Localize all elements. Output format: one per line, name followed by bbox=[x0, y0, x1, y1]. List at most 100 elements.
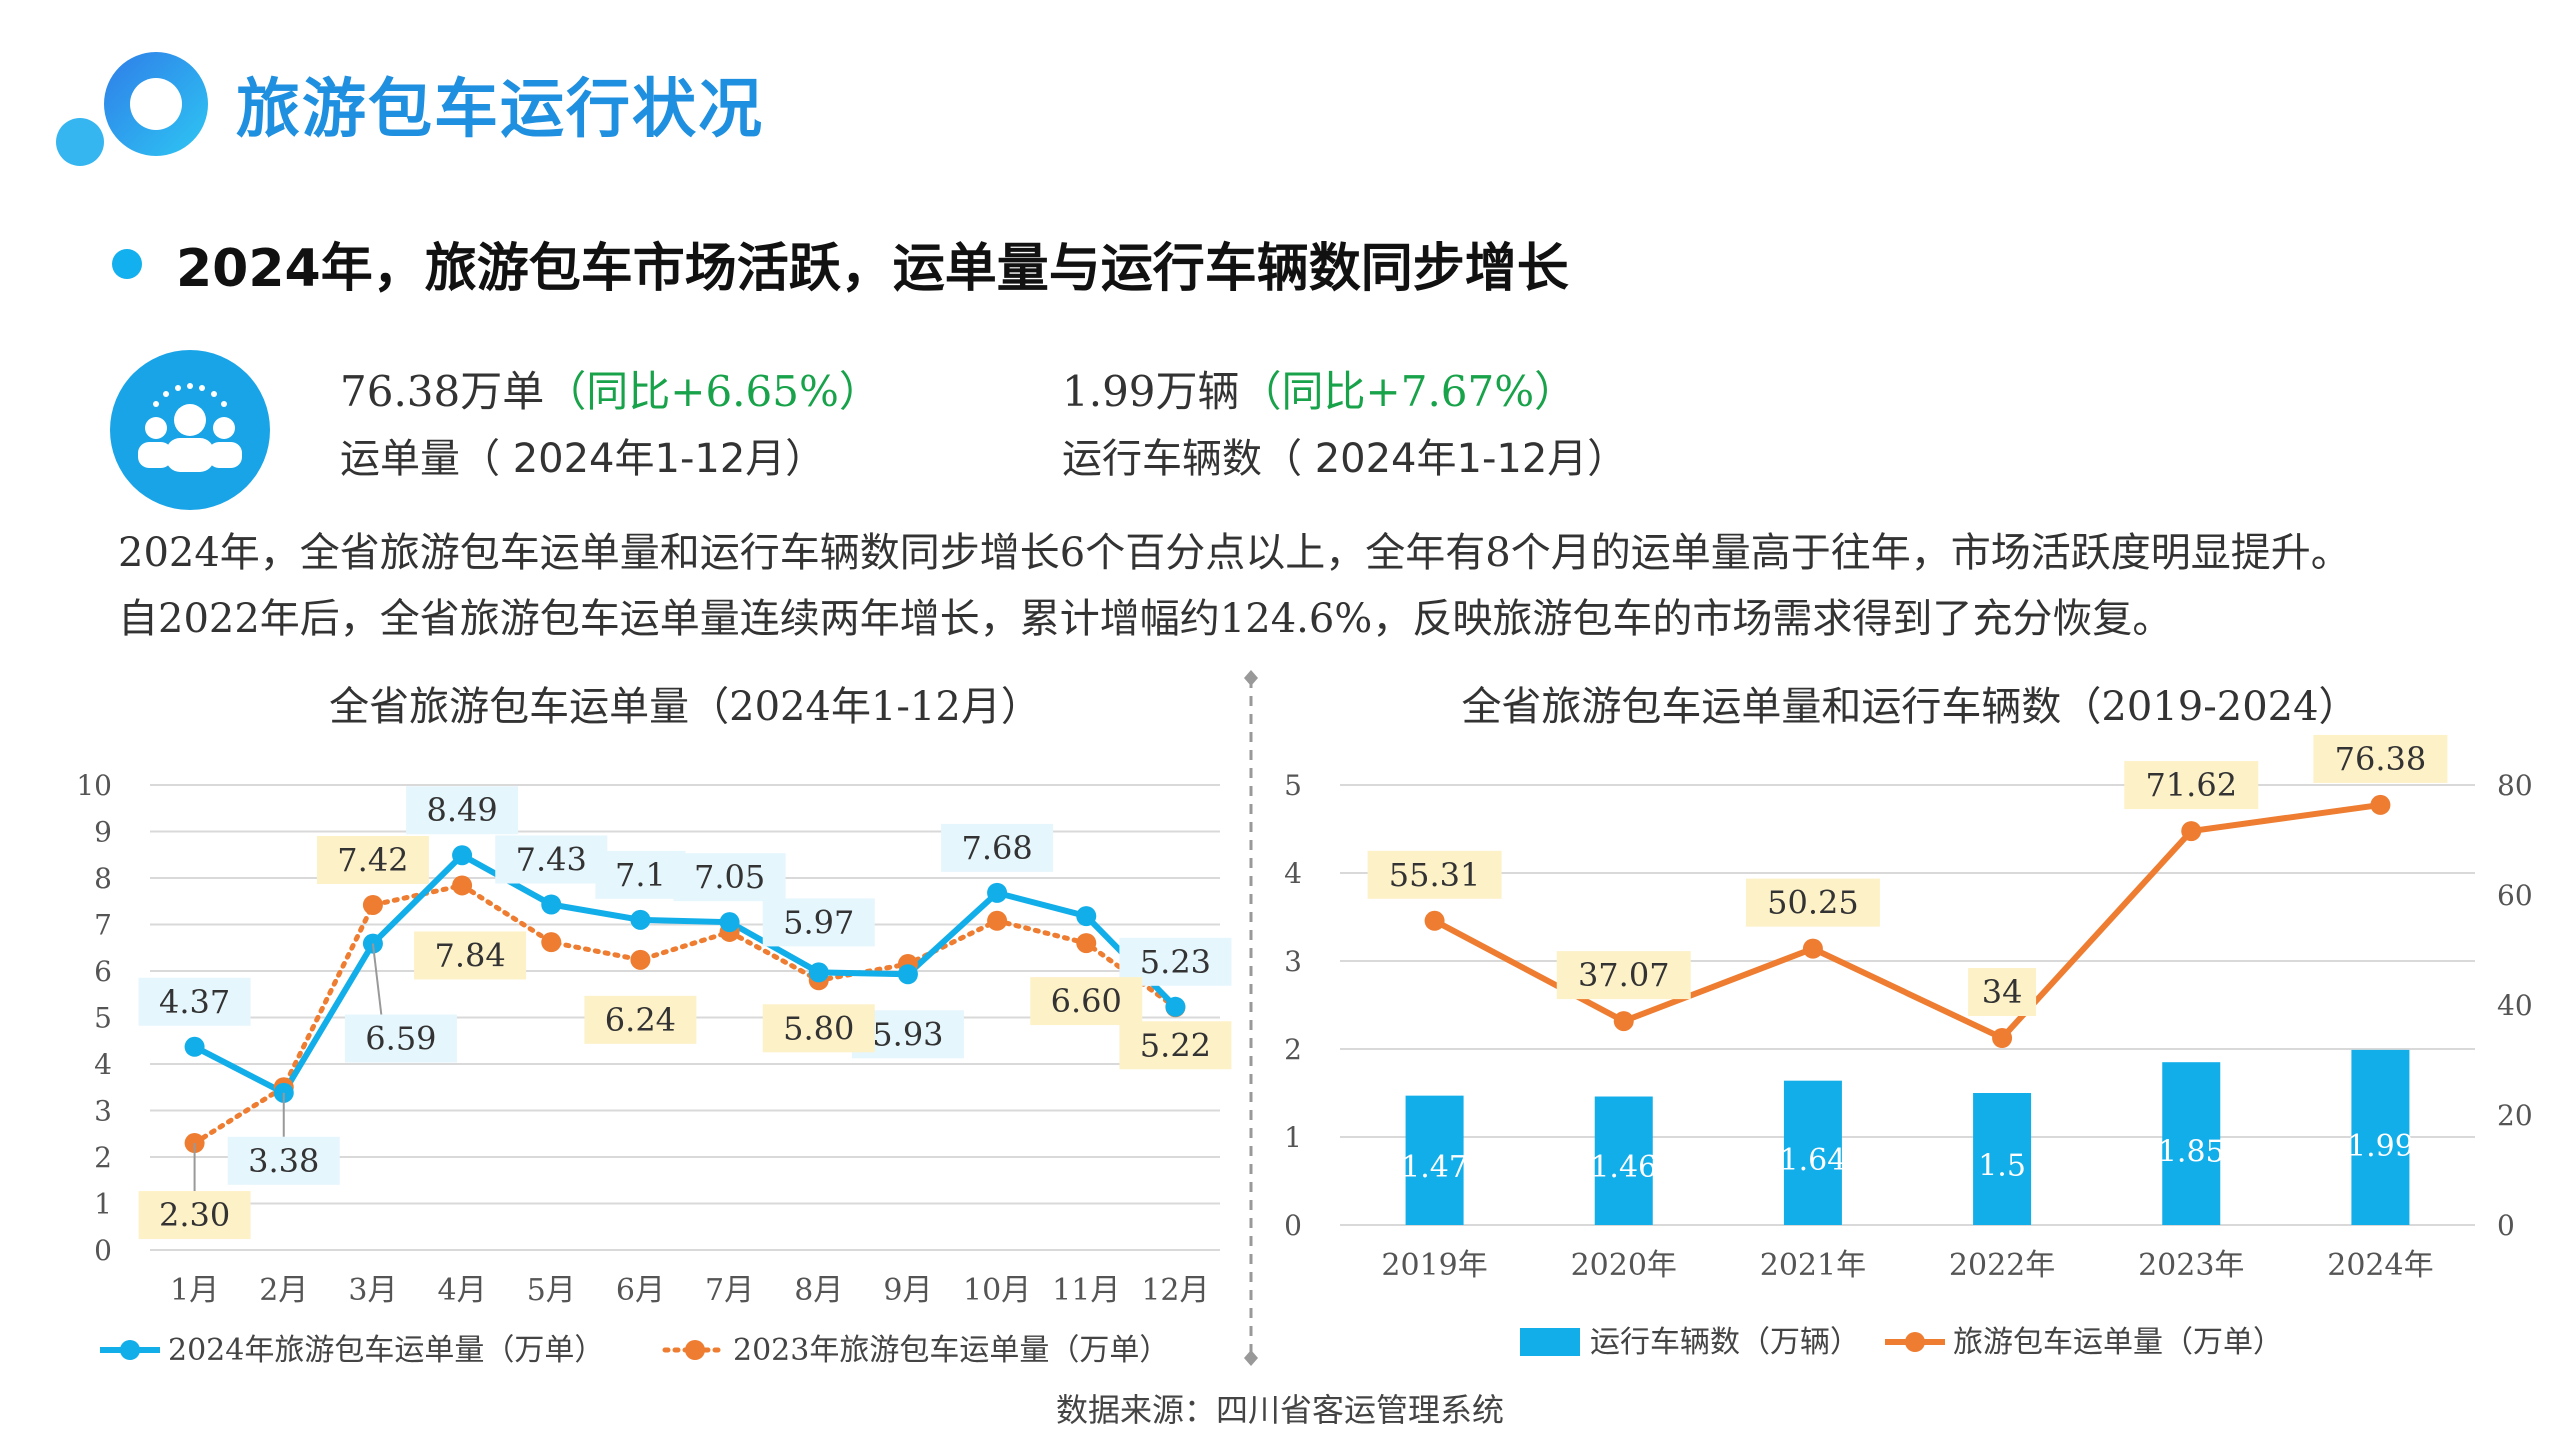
chart2-line-label-box bbox=[2313, 734, 2448, 783]
chart1-y-tick: 9 bbox=[94, 816, 112, 849]
chart1-legend-2024-label: 2024年旅游包车运单量（万单） bbox=[168, 1333, 604, 1368]
chart1-label-2023: 7.42 bbox=[337, 841, 408, 879]
chart2-x-tick: 2019年 bbox=[1381, 1248, 1487, 1283]
ring-logo-icon bbox=[56, 52, 208, 166]
chart2-bar bbox=[1405, 1095, 1464, 1225]
chart2-y-tick: 0 bbox=[1284, 1209, 1302, 1242]
chart2-x-tick: 2024年 bbox=[2327, 1248, 2433, 1283]
chart1-label-2024-box bbox=[138, 977, 251, 1026]
chart1-y-tick: 7 bbox=[94, 909, 112, 942]
chart2-line-label: 55.31 bbox=[1389, 856, 1481, 894]
chart1-label-2023-box bbox=[316, 835, 429, 884]
chart1-point-2023 bbox=[541, 932, 562, 953]
chart1-label-2023: 5.80 bbox=[783, 1009, 854, 1047]
chart1-series-2023-line bbox=[192, 882, 1178, 1146]
chart2-bar bbox=[1973, 1093, 2032, 1225]
chart2-legend-bar-label: 运行车辆数（万辆） bbox=[1590, 1325, 1860, 1360]
chart-divider bbox=[1244, 670, 1258, 1366]
kpi-vehicle-value: 1.99万辆（同比+7.67%） bbox=[1062, 358, 1576, 419]
chart1-label-2023-box bbox=[1030, 977, 1143, 1026]
chart1-y-tick: 5 bbox=[94, 1002, 112, 1035]
chart1-label-2024-box bbox=[595, 850, 686, 899]
chart1-y-tick: 1 bbox=[94, 1188, 112, 1221]
kpi-waybill-value: 76.38万单（同比+6.65%） bbox=[340, 358, 881, 419]
chart1-legend-2023-label: 2023年旅游包车运单量（万单） bbox=[733, 1333, 1169, 1368]
chart2-x-tick: 2022年 bbox=[1949, 1248, 2055, 1283]
chart2-line-label: 37.07 bbox=[1578, 956, 1670, 994]
chart1-label-2023-box bbox=[762, 1004, 875, 1053]
kpi-waybill-number: 76.38万单 bbox=[340, 367, 545, 416]
chart2-legend-line-label: 旅游包车运单量（万单） bbox=[1953, 1325, 2283, 1360]
chart1-label-2024: 7.43 bbox=[516, 841, 587, 879]
chart1-label-2024: 3.38 bbox=[248, 1142, 319, 1180]
chart1-y-tick: 10 bbox=[76, 769, 112, 802]
chart2-bar bbox=[1783, 1080, 1842, 1225]
chart1-label-2024: 6.59 bbox=[365, 1020, 436, 1058]
chart1-x-tick: 2月 bbox=[259, 1273, 308, 1308]
chart1-label-2023: 6.60 bbox=[1051, 982, 1122, 1020]
chart2-line-label: 34 bbox=[1982, 973, 2023, 1011]
users-group-icon bbox=[110, 350, 270, 510]
chart2-y-tick: 4 bbox=[1284, 857, 1302, 890]
chart1-label-2024-box bbox=[762, 898, 875, 947]
chart1-x-tick: 9月 bbox=[883, 1273, 932, 1308]
paragraph-line-2: 自2022年后，全省旅游包车运单量连续两年增长，累计增幅约124.6%，反映旅游… bbox=[118, 596, 2173, 642]
chart1-legend-2023-marker bbox=[685, 1340, 705, 1360]
chart2-line-label-box bbox=[1745, 878, 1880, 927]
chart2-line-label-box bbox=[1367, 850, 1502, 899]
chart2-y-tick: 2 bbox=[1284, 1033, 1302, 1066]
chart2-bar bbox=[1594, 1096, 1653, 1225]
chart2-y-tick: 1 bbox=[1284, 1121, 1302, 1154]
paragraph-line-1: 2024年，全省旅游包车运单量和运行车辆数同步增长6个百分点以上，全年有8个月的… bbox=[118, 530, 2351, 576]
kpi-vehicle-label: 运行车辆数（ 2024年1-12月） bbox=[1062, 436, 1628, 482]
chart2-y2-tick: 40 bbox=[2497, 989, 2533, 1022]
chart1-label-2024-box bbox=[673, 853, 786, 902]
chart2-line-label: 71.62 bbox=[2145, 766, 2237, 804]
chart1-label-2024: 7.68 bbox=[961, 829, 1032, 867]
chart1-point-2023 bbox=[452, 875, 473, 896]
chart2-line-label-box bbox=[1556, 951, 1691, 1000]
chart2-legend-line-marker bbox=[1905, 1332, 1925, 1352]
chart1-x-tick: 3月 bbox=[348, 1273, 397, 1308]
chart1-point-2024 bbox=[273, 1082, 294, 1103]
chart2-bar-label: 1.64 bbox=[1780, 1143, 1847, 1178]
chart1-x-tick: 11月 bbox=[1052, 1273, 1120, 1308]
chart1-x-tick: 4月 bbox=[438, 1273, 487, 1308]
chart1-label-2024-box bbox=[406, 786, 519, 835]
chart1-x-tick: 8月 bbox=[794, 1273, 843, 1308]
chart1-x-tick: 5月 bbox=[527, 1273, 576, 1308]
chart1-y-tick: 2 bbox=[94, 1141, 112, 1174]
chart2-bar-label: 1.5 bbox=[1978, 1149, 2026, 1184]
monthly-waybill-chart: 全省旅游包车运单量（2024年1-12月） 0 1 2 3 4 5 6 7 8 9 10 1月 2月 3月 4… bbox=[76, 684, 1232, 1368]
chart2-x-tick: 2020年 bbox=[1571, 1248, 1677, 1283]
chart1-leader bbox=[371, 943, 383, 1015]
chart1-label-2024: 7.05 bbox=[694, 858, 765, 896]
chart2-bar-label: 1.47 bbox=[1401, 1150, 1468, 1185]
chart2-waybill-point bbox=[1992, 1028, 2013, 1048]
chart1-point-2024 bbox=[184, 1036, 205, 1057]
chart2-line-label: 76.38 bbox=[2335, 740, 2427, 778]
chart2-waybill-point bbox=[1613, 1011, 1634, 1032]
chart1-label-2023-box bbox=[138, 1191, 251, 1240]
chart2-y-tick: 5 bbox=[1284, 769, 1302, 802]
chart1-y-tick: 8 bbox=[94, 862, 112, 895]
chart1-y-tick: 6 bbox=[94, 955, 112, 988]
headline-bullet bbox=[112, 249, 142, 279]
chart1-label-2024: 7.1 bbox=[615, 856, 666, 894]
chart2-bar bbox=[2162, 1062, 2221, 1225]
chart2-line-label-box bbox=[2124, 761, 2259, 810]
chart2-title: 全省旅游包车运单量和运行车辆数（2019-2024） bbox=[1461, 684, 2358, 730]
chart1-label-2024-box bbox=[495, 835, 608, 884]
chart1-x-tick: 1月 bbox=[170, 1273, 219, 1308]
kpi-vehicle-number: 1.99万辆 bbox=[1062, 367, 1240, 416]
kpi-vehicle-change: （同比+7.67%） bbox=[1239, 367, 1577, 416]
chart1-label-2023: 7.84 bbox=[434, 936, 505, 974]
chart2-y-tick: 3 bbox=[1284, 945, 1302, 978]
kpi-waybill-label: 运单量（ 2024年1-12月） bbox=[340, 436, 826, 482]
chart1-point-2023 bbox=[987, 910, 1008, 931]
chart1-label-2023: 5.22 bbox=[1140, 1026, 1211, 1064]
chart1-point-2024 bbox=[1076, 906, 1097, 927]
chart2-waybill-point bbox=[1802, 938, 1823, 959]
chart1-x-tick: 6月 bbox=[616, 1273, 665, 1308]
chart1-point-2023 bbox=[362, 894, 383, 915]
